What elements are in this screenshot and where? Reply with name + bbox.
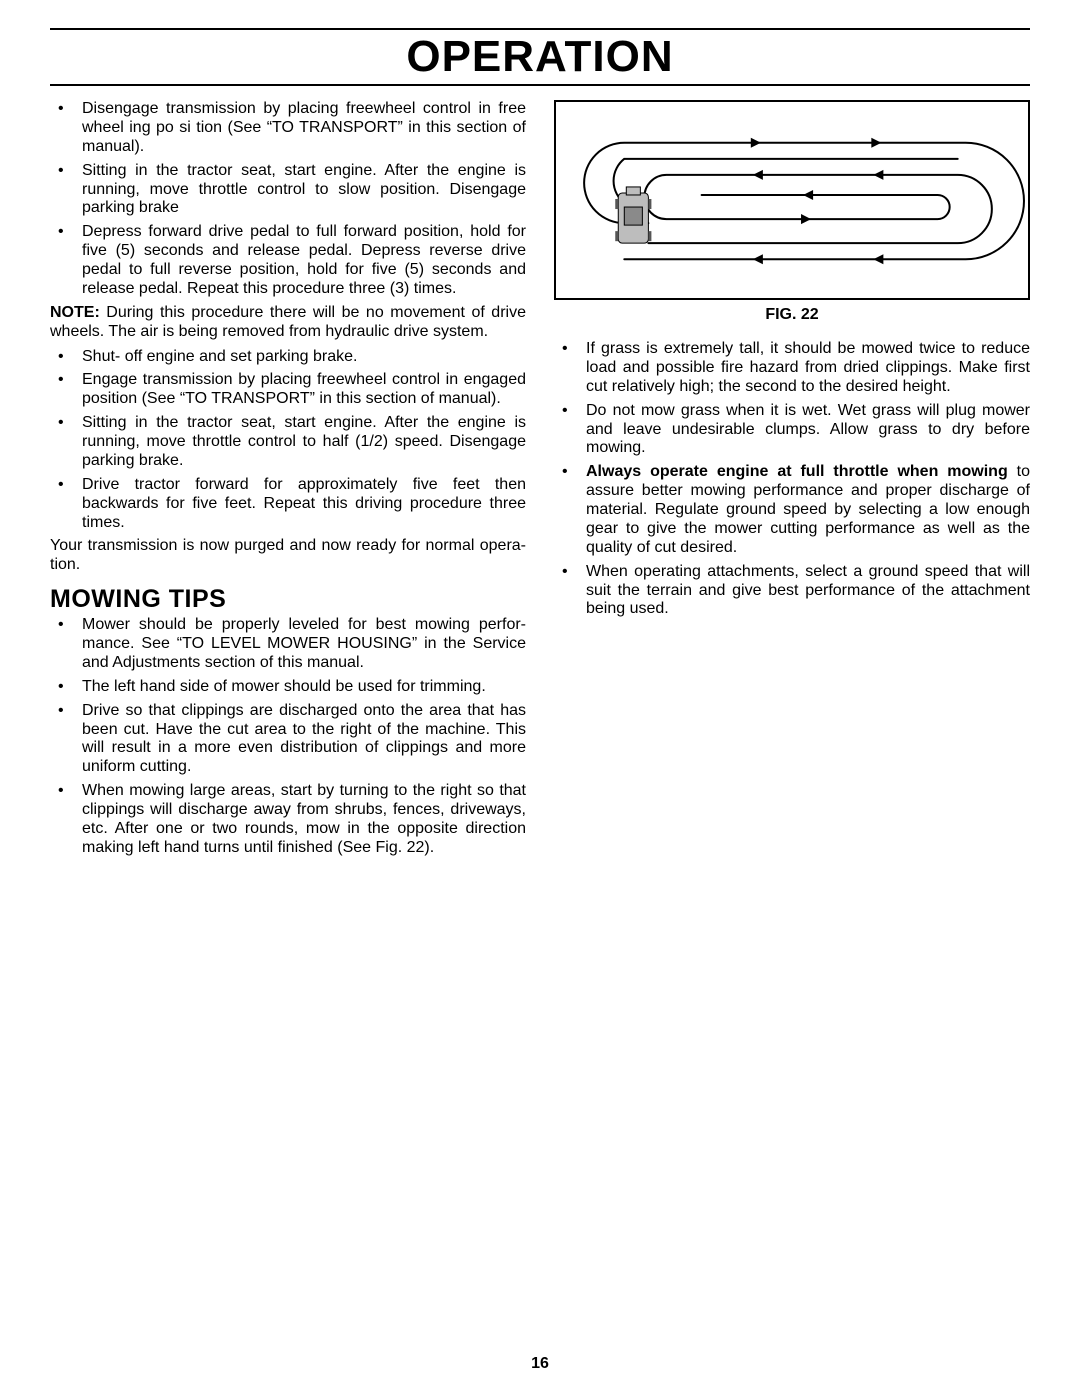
list-item: Shut- off engine and set parking brake. <box>50 348 526 367</box>
closing-paragraph: Your transmission is now purged and now … <box>50 537 526 575</box>
list-item: Always operate engine at full throttle w… <box>554 463 1030 557</box>
note-label: NOTE: <box>50 304 100 321</box>
list-item: Sitting in the tractor seat, start engin… <box>50 162 526 219</box>
list-item: Depress forward drive pedal to full forw… <box>50 223 526 299</box>
left-bullets-2: Shut- off engine and set parking brake. E… <box>50 348 526 533</box>
list-item: The left hand side of mow­er should be u… <box>50 678 526 697</box>
bold-lead: Always operate engine at full throttle w… <box>586 463 1008 480</box>
right-bullets: If grass is extremely tall, it should be… <box>554 340 1030 619</box>
mowing-bullets: Mower should be prop­er­ly leveled for b… <box>50 616 526 858</box>
top-rule <box>50 28 1030 30</box>
note-text: During this procedure there will be no m… <box>50 304 526 340</box>
list-item: Drive so that clippings are discharged o… <box>50 702 526 778</box>
note-paragraph: NOTE: During this procedure there will b… <box>50 304 526 342</box>
right-column: FIG. 22 If grass is extremely tall, it s… <box>554 100 1030 863</box>
content-columns: Disengage transmission by placing freewh… <box>50 100 1030 863</box>
figure-22-box <box>554 100 1030 300</box>
list-item: Drive tractor forward for approximately … <box>50 476 526 533</box>
page-number: 16 <box>0 1355 1080 1373</box>
title-under-rule <box>50 84 1030 86</box>
list-item: If grass is extremely tall, it should be… <box>554 340 1030 397</box>
list-item: Mower should be prop­er­ly leveled for b… <box>50 616 526 673</box>
page-title: OPERATION <box>50 32 1030 82</box>
list-item: Sitting in the tractor seat, start engin… <box>50 414 526 471</box>
list-item: When mow­ing large ar­eas, start by turn… <box>50 782 526 858</box>
figure-22-caption: FIG. 22 <box>554 306 1030 324</box>
list-item: Disengage transmission by placing freewh… <box>50 100 526 157</box>
left-column: Disengage transmission by placing freewh… <box>50 100 526 863</box>
mowing-tips-heading: MOWING TIPS <box>50 585 526 614</box>
left-bullets-1: Disengage transmission by placing freewh… <box>50 100 526 299</box>
list-item: When operating attachments, select a gro… <box>554 563 1030 620</box>
list-item: Do not mow grass when it is wet. Wet gra… <box>554 402 1030 459</box>
figure-22-svg <box>556 102 1028 298</box>
list-item: Engage transmission by placing freewheel… <box>50 371 526 409</box>
